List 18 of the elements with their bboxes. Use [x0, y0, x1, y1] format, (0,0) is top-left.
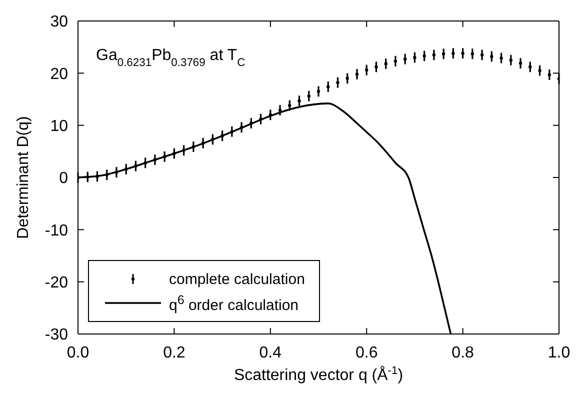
y-tick-label: -30 [44, 326, 68, 344]
x-tick-label: 0.6 [355, 344, 378, 362]
y-tick-label: 10 [50, 118, 68, 136]
x-tick-label: 1.0 [548, 344, 570, 362]
y-tick-label: 0 [59, 170, 68, 188]
x-tick-label: 0.8 [452, 344, 474, 362]
y-tick-label: -20 [44, 274, 68, 292]
y-tick-label: 20 [50, 66, 68, 83]
x-tick-label: 0.0 [66, 344, 90, 362]
y-tick-label: -10 [44, 222, 68, 240]
y-axis-title: Determinant D(q) [15, 116, 32, 239]
x-tick-label: 0.2 [163, 344, 186, 362]
x-tick-label: 0.4 [259, 344, 282, 362]
x-axis-title: Scattering vector q (Å$^{-1}$) [234, 365, 404, 384]
legend-label: complete calculation [169, 270, 305, 288]
y-tick-label: 30 [50, 14, 68, 31]
annotation: Ga$_{0.6231}$Pb$_{0.3769}$ at T$_{C}$ [96, 47, 246, 69]
legend-label: q$^{6}$ order calculation [169, 292, 299, 314]
